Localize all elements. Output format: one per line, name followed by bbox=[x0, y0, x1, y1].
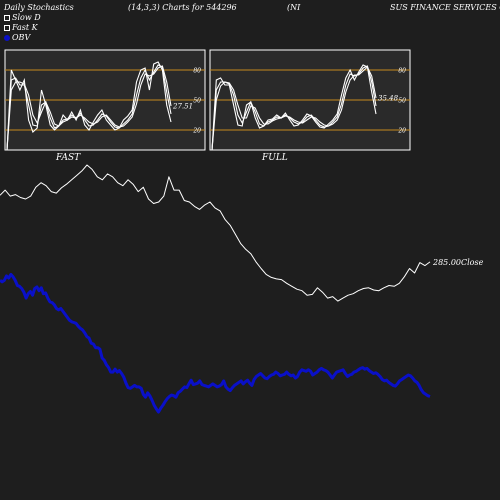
fast-tick-label-50: 50 bbox=[193, 98, 201, 105]
company-name: SUS FINANCE SERVICES CO LI bbox=[390, 3, 500, 12]
full-tick-label-20: 20 bbox=[397, 128, 406, 135]
legend-fast-k: Fast K bbox=[4, 23, 38, 32]
legend-slow-d: Slow D bbox=[4, 13, 41, 22]
obv-line bbox=[0, 272, 431, 414]
chart-params: (14,3,3) Charts for 544296 bbox=[128, 3, 237, 12]
slow-d-swatch-icon bbox=[4, 14, 10, 21]
fast-panel-label: FAST bbox=[56, 153, 81, 163]
fast-tick-label-80: 80 bbox=[193, 68, 201, 75]
close-price-line bbox=[0, 164, 431, 302]
legend-obv-label: OBV bbox=[12, 33, 31, 42]
fast-tick-label-20: 20 bbox=[192, 128, 201, 135]
close-value-label: 285.00Close bbox=[432, 258, 484, 267]
full-series-line-1 bbox=[211, 64, 377, 151]
full-series-line-2 bbox=[211, 65, 377, 151]
fast-series-line-2 bbox=[6, 64, 172, 151]
full-tick-label-50: 50 bbox=[398, 98, 406, 105]
legend-fast-k-label: Fast K bbox=[12, 23, 38, 32]
fast-series-line-1 bbox=[6, 61, 172, 151]
fast-last-value-label: 27.51 bbox=[172, 103, 193, 111]
full-panel-label: FULL bbox=[262, 153, 288, 163]
chart-symbol: (NI bbox=[287, 3, 301, 12]
fast-k-swatch-icon bbox=[4, 24, 10, 31]
obv-swatch-icon bbox=[4, 34, 10, 41]
fast-series-line-3 bbox=[6, 65, 172, 151]
legend-obv: OBV bbox=[4, 33, 30, 42]
chart-title: Daily Stochastics bbox=[4, 3, 74, 12]
legend-slow-d-label: Slow D bbox=[12, 13, 41, 22]
full-tick-label-80: 80 bbox=[398, 68, 406, 75]
full-series-line-3 bbox=[211, 66, 377, 151]
full-last-value-label: 35.48 bbox=[378, 95, 399, 103]
